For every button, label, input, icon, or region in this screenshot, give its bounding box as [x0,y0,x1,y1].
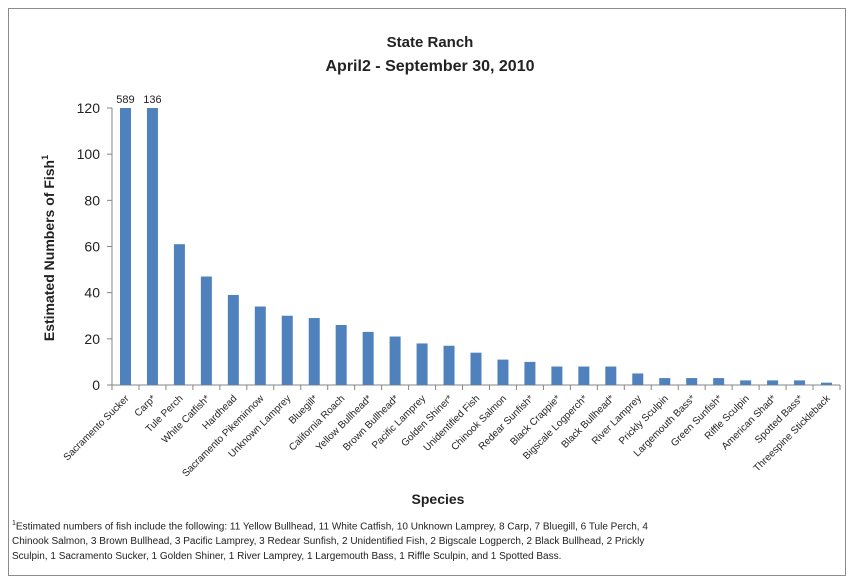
y-tick-label: 0 [92,377,100,393]
bar [389,336,401,385]
x-tick-label: Sacramento Sucker [62,393,132,463]
bar [524,361,536,385]
bar [173,244,185,385]
bar [470,352,482,385]
bar [767,380,779,385]
bar [335,324,347,385]
x-axis-label: Species [412,491,465,507]
footnote-marker: 1 [12,520,16,527]
bar [227,294,239,385]
footnote-text: Estimated numbers of fish include the fo… [12,521,648,563]
bar [281,315,293,385]
y-axis-label-text: Estimated Numbers of Fish [41,160,57,341]
bar [443,345,455,385]
data-label: 136 [143,94,161,106]
y-tick-label: 80 [84,192,100,208]
y-tick-label: 60 [84,239,100,255]
bar [821,382,833,385]
bar [308,318,320,385]
bar [254,306,266,385]
y-tick-label: 120 [77,100,101,116]
y-axis-label: Estimated Numbers of Fish1 [40,155,57,341]
chart-subtitle: April2 - September 30, 2010 [325,58,535,75]
bar [794,380,806,385]
chart-title: State Ranch [386,34,474,51]
bar [578,366,590,385]
bar [686,378,698,385]
y-tick-label: 100 [77,146,101,162]
bar [740,380,752,385]
bar [416,343,428,385]
bar [119,108,131,385]
footnote: 1Estimated numbers of fish include the f… [12,516,652,564]
data-label: 589 [116,94,134,106]
bar [605,366,617,385]
y-axis-label-sup: 1 [40,155,50,160]
bar [632,373,644,385]
y-tick-label: 40 [84,285,100,301]
bar [362,331,374,385]
bar [497,359,509,385]
bar [551,366,563,385]
bar [146,108,158,385]
bar [659,378,671,385]
y-tick-label: 20 [84,331,100,347]
bar [200,276,212,385]
bar [713,378,725,385]
